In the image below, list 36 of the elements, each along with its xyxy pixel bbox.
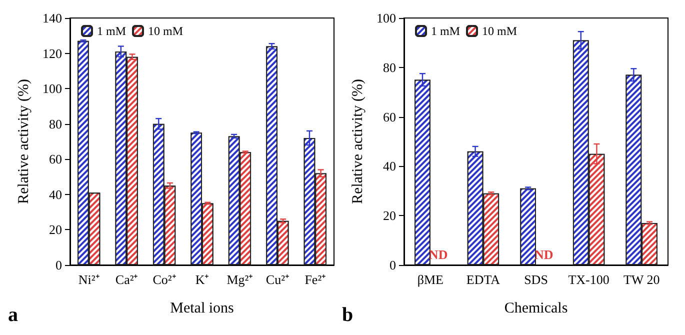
y-tick-label: 80 (383, 60, 396, 75)
x-tick-label: Ca²⁺ (115, 272, 138, 287)
legend-label: 1 mM (431, 24, 460, 38)
y-tick-label: 120 (42, 46, 62, 61)
y-tick-label: 0 (390, 258, 396, 272)
text: b (342, 304, 354, 326)
legend-label: 10 mM (482, 24, 518, 38)
x-tick-label: Fe²⁺ (304, 272, 326, 287)
y-tick-label: 20 (383, 208, 396, 224)
y-tick-label: 100 (42, 81, 62, 96)
x-tick-label: SDS (524, 272, 548, 287)
x-tick-label: βME (417, 272, 444, 287)
x-tick-label: Ni²⁺ (78, 272, 100, 287)
y-axis-title: Relative activity (%) (16, 79, 32, 204)
x-tick-label: K⁺ (195, 272, 209, 287)
x-axis-title: Metal ions (170, 300, 234, 316)
y-tick-label: 40 (383, 158, 396, 174)
x-tick-label: TW 20 (623, 272, 660, 287)
text: a (8, 304, 18, 326)
x-tick-label: Co²⁺ (152, 272, 176, 287)
y-axis-title: Relative activity (%) (350, 79, 366, 204)
y-tick-label: 80 (49, 116, 62, 132)
x-tick-label: Cu²⁺ (266, 272, 289, 287)
y-tick-label: 60 (49, 152, 62, 167)
legend-label: 10 mM (148, 24, 184, 38)
y-tick-label: 100 (376, 10, 396, 26)
y-tick-label: 20 (49, 222, 62, 238)
y-tick-label: 140 (42, 10, 62, 26)
y-tick-label: 0 (56, 258, 62, 272)
y-tick-label: 60 (383, 109, 396, 124)
x-tick-label: EDTA (466, 272, 501, 287)
legend-label: 1 mM (97, 24, 126, 38)
y-tick-label: 40 (49, 186, 62, 202)
x-tick-label: Mg²⁺ (226, 272, 253, 287)
x-axis-title: Chemicals (504, 300, 568, 316)
x-tick-label: TX-100 (568, 272, 610, 287)
